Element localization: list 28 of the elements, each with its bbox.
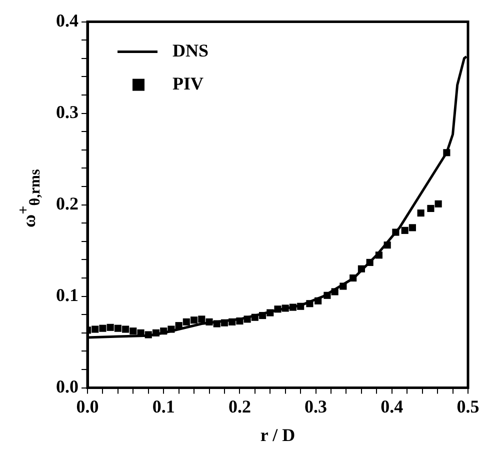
point [92,326,99,333]
y-tick-label: 0.1 [56,284,78,305]
point [182,318,190,326]
x-tick-label: 0.4 [380,396,404,416]
x-tick-label: 0.0 [76,396,99,416]
x-tick-label: 0.2 [228,396,251,416]
legend-label: PIV [172,73,204,94]
y-tick-label: 0.0 [56,376,78,396]
y-tick-label: 0.3 [56,102,78,122]
point [401,226,408,234]
y-tick-label: 0.4 [56,10,78,30]
point [417,210,424,217]
point [106,324,114,331]
x-tick-label: 0.1 [152,396,175,416]
point [434,200,442,208]
point [408,224,416,232]
point [122,326,130,333]
point [130,328,137,335]
y-tick-label: 0.2 [56,193,78,214]
x-tick-label: 0.5 [456,396,480,416]
point [190,316,198,324]
point [114,324,122,332]
point [427,204,434,212]
point [99,324,106,332]
x-axis-title: r / D [260,424,296,445]
x-tick-label: 0.3 [304,396,328,416]
legend-label: DNS [172,40,209,60]
point [198,316,206,323]
